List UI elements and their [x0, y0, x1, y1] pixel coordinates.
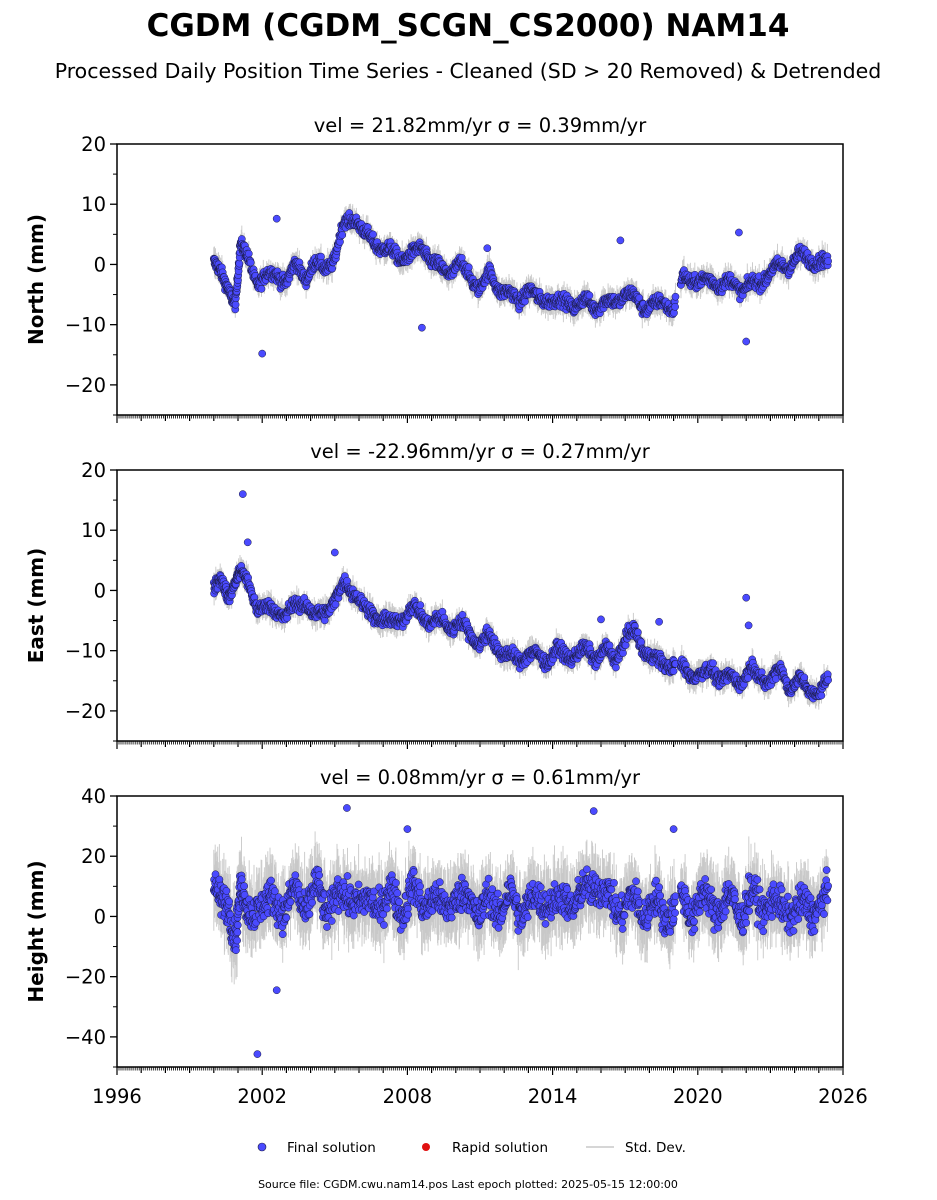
panel-east: vel = -22.96mm/yr σ = 0.27mm/yr East (mm)… [24, 440, 844, 749]
panel-title-east: vel = -22.96mm/yr σ = 0.27mm/yr [310, 440, 650, 463]
data-point [338, 231, 347, 239]
chart-subtitle: Processed Daily Position Time Series - C… [55, 59, 882, 83]
data-point [317, 252, 325, 261]
y-tick-label: 0 [94, 253, 106, 276]
panels: vel = 21.82mm/yr σ = 0.39mm/yr North (mm)… [24, 114, 868, 1108]
data-point-outlier [483, 244, 492, 253]
data-point [824, 257, 832, 265]
data-point-outlier [735, 228, 743, 237]
data-point [671, 302, 679, 311]
y-tick-label: −20 [65, 374, 106, 397]
y-axis-label-east: East (mm) [24, 548, 48, 664]
data-point [635, 294, 644, 302]
panel-title-north: vel = 21.82mm/yr σ = 0.39mm/yr [314, 114, 647, 137]
panel-north: vel = 21.82mm/yr σ = 0.39mm/yr North (mm)… [24, 114, 844, 423]
data-point-outlier [616, 236, 625, 245]
chart-title: CGDM (CGDM_SCGN_CS2000) NAM14 [147, 8, 790, 44]
data-point-outlier [258, 349, 267, 358]
data-point [585, 291, 594, 300]
plot-area-east [209, 490, 832, 710]
data-point [369, 230, 377, 239]
y-axis-label-north: North (mm) [24, 214, 48, 345]
data-point-outlier [272, 214, 281, 223]
data-point [244, 249, 253, 258]
data-point [246, 258, 255, 267]
data-point [257, 285, 266, 293]
data-point-outlier [418, 323, 426, 332]
data-point [231, 300, 240, 309]
y-tick-label: 20 [81, 133, 106, 156]
y-tick-label: −10 [65, 314, 106, 337]
data-point [464, 263, 473, 272]
plot-area-north [209, 203, 832, 358]
data-point [671, 292, 680, 301]
y-tick-label: 10 [81, 193, 106, 216]
data-point-outlier [742, 337, 751, 346]
